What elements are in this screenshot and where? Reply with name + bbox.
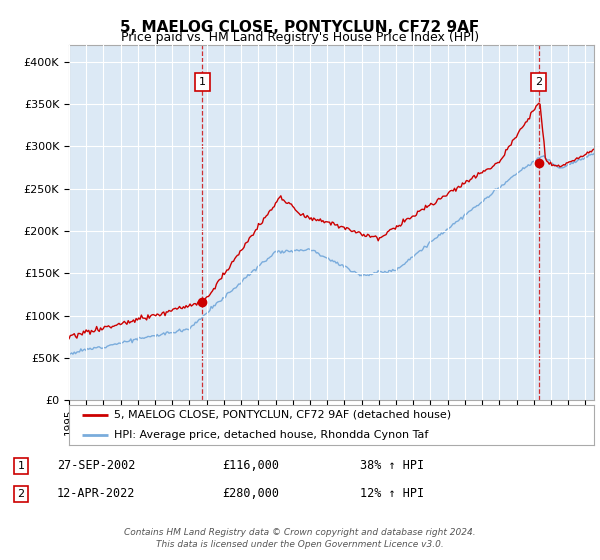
Text: 1: 1 [199,77,206,87]
Text: 12-APR-2022: 12-APR-2022 [57,487,136,501]
Text: £280,000: £280,000 [222,487,279,501]
Text: £116,000: £116,000 [222,459,279,473]
Text: 5, MAELOG CLOSE, PONTYCLUN, CF72 9AF (detached house): 5, MAELOG CLOSE, PONTYCLUN, CF72 9AF (de… [113,410,451,420]
Text: 5, MAELOG CLOSE, PONTYCLUN, CF72 9AF: 5, MAELOG CLOSE, PONTYCLUN, CF72 9AF [121,20,479,35]
Text: HPI: Average price, detached house, Rhondda Cynon Taf: HPI: Average price, detached house, Rhon… [113,430,428,440]
Text: 2: 2 [17,489,25,499]
Text: Price paid vs. HM Land Registry's House Price Index (HPI): Price paid vs. HM Land Registry's House … [121,31,479,44]
Text: 12% ↑ HPI: 12% ↑ HPI [360,487,424,501]
Text: 27-SEP-2002: 27-SEP-2002 [57,459,136,473]
Text: 1: 1 [17,461,25,471]
Text: 2: 2 [535,77,542,87]
Text: Contains HM Land Registry data © Crown copyright and database right 2024.
This d: Contains HM Land Registry data © Crown c… [124,528,476,549]
Text: 38% ↑ HPI: 38% ↑ HPI [360,459,424,473]
